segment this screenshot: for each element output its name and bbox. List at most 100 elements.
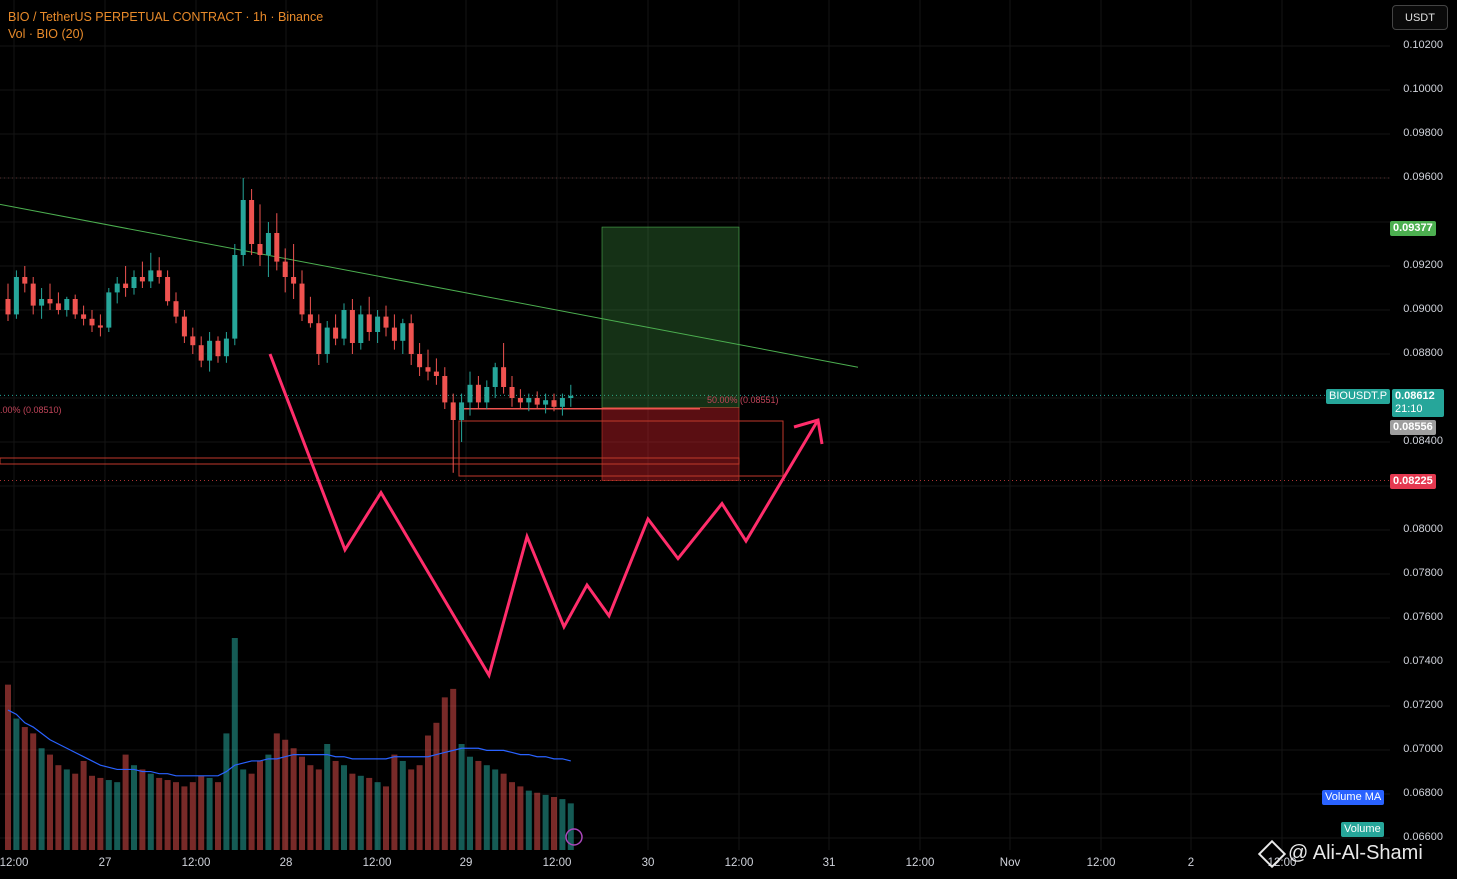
time-tick-label: 30 <box>641 857 655 869</box>
candle-body <box>391 327 397 341</box>
candle-body <box>106 292 112 328</box>
volume-bar <box>433 722 440 850</box>
volume-bar <box>80 760 87 850</box>
volume-bar <box>63 769 70 850</box>
candle-body <box>207 340 213 361</box>
volume-bar <box>265 754 272 850</box>
support-band <box>0 457 740 465</box>
candle-body <box>442 376 448 403</box>
volume-bar <box>366 777 373 850</box>
binance-logo-icon <box>1257 839 1287 868</box>
volume-bar <box>525 790 532 850</box>
volume-bar <box>215 782 221 850</box>
candle-body <box>274 233 280 262</box>
volume-indicator-title[interactable]: Vol · BIO (20) <box>8 27 84 41</box>
candle-countdown: 21:10 <box>1395 403 1423 415</box>
volume-bar <box>290 748 297 850</box>
candle-body <box>543 400 549 405</box>
candle-body <box>97 325 103 328</box>
candle-body <box>358 314 364 343</box>
candle-body <box>173 301 179 317</box>
volume-bar <box>147 773 154 850</box>
candle-body <box>181 316 187 337</box>
price-tick-label: 0.07800 <box>1403 567 1443 579</box>
volume-bar <box>198 775 205 850</box>
time-tick-label: 12:00 <box>0 857 29 869</box>
candle-body <box>55 303 61 310</box>
volume-bar <box>408 769 415 850</box>
volume-bar <box>13 718 20 850</box>
candle-body <box>81 314 87 319</box>
price-tick-label: 0.09200 <box>1403 259 1443 271</box>
candle-body <box>265 233 271 255</box>
price-tick-label: 0.09600 <box>1403 171 1443 183</box>
candle-body <box>316 323 322 354</box>
candle-body <box>492 367 498 387</box>
candle-body <box>501 367 507 387</box>
candle-body <box>223 338 229 357</box>
time-tick-label: 12:00 <box>542 857 572 869</box>
symbol-title[interactable]: BIO / TetherUS PERPETUAL CONTRACT · 1h ·… <box>8 10 324 24</box>
time-tick-label: 12:00 <box>1086 857 1116 869</box>
volume-bar <box>475 760 482 850</box>
volume-bar <box>467 756 473 850</box>
trendline <box>0 203 859 368</box>
volume-bar <box>72 773 79 850</box>
candle-body <box>333 327 339 339</box>
volume-bar <box>189 782 196 850</box>
volume-bar <box>458 744 465 850</box>
candle-body <box>534 398 540 405</box>
volume-bar <box>38 748 45 850</box>
price-tick-label: 0.10000 <box>1403 83 1443 95</box>
volume-bar <box>21 727 28 850</box>
candle-body <box>509 387 515 398</box>
volume-bar <box>240 769 247 850</box>
volume-bar <box>441 697 448 850</box>
price-tick-label: 0.08000 <box>1403 523 1443 535</box>
currency-button[interactable]: USDT <box>1392 5 1448 30</box>
candle-body <box>215 340 221 357</box>
candle-body <box>47 299 53 304</box>
symbol-badge: BIOUSDT.P <box>1326 389 1391 404</box>
volume-bar <box>173 782 179 850</box>
volume-bar <box>416 765 423 850</box>
candle-body <box>324 327 330 354</box>
price-tick-label: 0.07000 <box>1403 743 1443 755</box>
price-tick-label: 0.08400 <box>1403 435 1443 447</box>
candle-body <box>249 200 255 244</box>
volume-bar <box>509 782 515 850</box>
price-tick-label: 0.10200 <box>1403 39 1443 51</box>
candle-body <box>408 323 414 354</box>
volume-bar <box>30 733 37 850</box>
volume-bar <box>332 760 339 850</box>
volume-bar <box>273 733 280 850</box>
candle-body <box>139 277 145 282</box>
volume-bar <box>307 765 314 850</box>
candle-body <box>484 387 490 403</box>
last-price-value: 0.08612 <box>1395 390 1435 402</box>
volume-bar <box>97 777 104 850</box>
candle-body <box>299 283 305 315</box>
volume-bar <box>5 684 11 850</box>
time-tick-label: 12:00 <box>362 857 392 869</box>
volume-bar <box>374 782 381 850</box>
time-tick-label: 27 <box>98 857 112 869</box>
author-watermark: @ Ali-Al-Shami <box>1257 839 1423 868</box>
volume-bar <box>139 769 146 850</box>
volume-bar <box>425 735 431 850</box>
candle-body <box>39 299 45 306</box>
time-tick-label: 12:00 <box>1267 857 1297 869</box>
support-zone-box <box>458 420 784 477</box>
candle-body <box>64 299 70 310</box>
candle-body <box>13 277 19 315</box>
volume-bar <box>282 739 289 850</box>
candle-body <box>5 299 11 315</box>
time-tick-label: 12:00 <box>181 857 211 869</box>
time-tick-label: 29 <box>459 857 473 869</box>
candle-body <box>517 398 523 403</box>
target-zone <box>601 226 740 408</box>
price-tick-label: 0.08800 <box>1403 347 1443 359</box>
volume-bar <box>55 765 62 850</box>
candle-body <box>400 323 406 341</box>
